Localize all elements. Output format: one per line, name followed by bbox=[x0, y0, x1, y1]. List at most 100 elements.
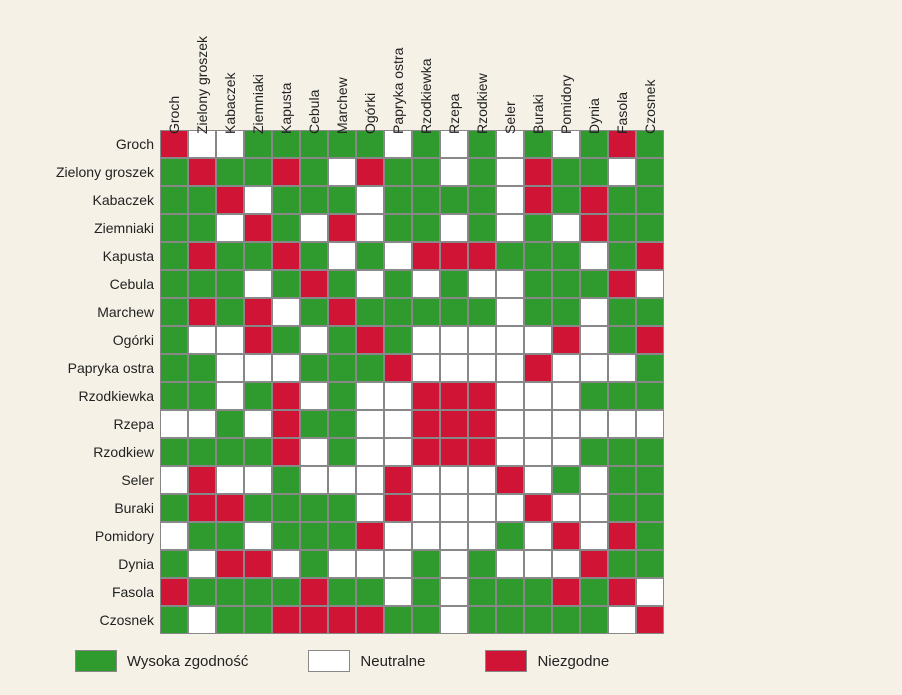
legend-item: Niezgodne bbox=[485, 650, 609, 672]
cell bbox=[356, 354, 384, 382]
cell bbox=[272, 186, 300, 214]
cell bbox=[356, 466, 384, 494]
cell bbox=[636, 466, 664, 494]
cell bbox=[188, 494, 216, 522]
cell bbox=[636, 550, 664, 578]
cell bbox=[300, 522, 328, 550]
cell bbox=[524, 438, 552, 466]
cell bbox=[580, 270, 608, 298]
col-header: Czosnek bbox=[636, 20, 664, 138]
cell bbox=[412, 186, 440, 214]
cell bbox=[356, 522, 384, 550]
cell bbox=[384, 466, 412, 494]
cell bbox=[580, 550, 608, 578]
cell bbox=[412, 158, 440, 186]
cell bbox=[160, 578, 188, 606]
cell bbox=[412, 522, 440, 550]
cell bbox=[300, 466, 328, 494]
row-header: Groch bbox=[20, 130, 160, 158]
cell bbox=[356, 158, 384, 186]
row-header: Rzodkiew bbox=[20, 438, 160, 466]
cell bbox=[608, 606, 636, 634]
cell bbox=[384, 410, 412, 438]
cell bbox=[496, 578, 524, 606]
cell bbox=[244, 298, 272, 326]
row-header: Cebula bbox=[20, 270, 160, 298]
cell bbox=[356, 298, 384, 326]
cell bbox=[272, 158, 300, 186]
cell bbox=[384, 186, 412, 214]
col-header: Kapusta bbox=[272, 20, 300, 138]
cell bbox=[468, 242, 496, 270]
cell bbox=[272, 606, 300, 634]
cell bbox=[580, 438, 608, 466]
cell bbox=[580, 522, 608, 550]
row-header: Seler bbox=[20, 466, 160, 494]
cell bbox=[160, 606, 188, 634]
cell bbox=[580, 410, 608, 438]
cell bbox=[216, 578, 244, 606]
cell bbox=[384, 550, 412, 578]
cell bbox=[272, 494, 300, 522]
cell bbox=[412, 382, 440, 410]
cell bbox=[216, 242, 244, 270]
cell bbox=[608, 550, 636, 578]
cell bbox=[636, 438, 664, 466]
cell bbox=[244, 606, 272, 634]
cell bbox=[188, 438, 216, 466]
cell bbox=[216, 438, 244, 466]
row-header: Pomidory bbox=[20, 522, 160, 550]
col-header: Cebula bbox=[300, 20, 328, 138]
cell bbox=[188, 410, 216, 438]
cell bbox=[244, 158, 272, 186]
cell bbox=[160, 382, 188, 410]
cell bbox=[636, 522, 664, 550]
cell bbox=[272, 578, 300, 606]
cell bbox=[300, 438, 328, 466]
cell bbox=[496, 158, 524, 186]
cell bbox=[244, 214, 272, 242]
cell bbox=[244, 522, 272, 550]
cell bbox=[160, 466, 188, 494]
col-header: Marchew bbox=[328, 20, 356, 138]
cell bbox=[496, 214, 524, 242]
cell bbox=[496, 298, 524, 326]
cell bbox=[272, 438, 300, 466]
cell bbox=[384, 214, 412, 242]
col-header: Ogórki bbox=[356, 20, 384, 138]
cell bbox=[580, 494, 608, 522]
cell bbox=[412, 550, 440, 578]
cell bbox=[496, 354, 524, 382]
cell bbox=[552, 158, 580, 186]
cell bbox=[636, 242, 664, 270]
cell bbox=[244, 186, 272, 214]
cell bbox=[468, 354, 496, 382]
cell bbox=[188, 606, 216, 634]
cell bbox=[552, 578, 580, 606]
cell bbox=[496, 438, 524, 466]
cell bbox=[580, 326, 608, 354]
cell bbox=[300, 326, 328, 354]
cell bbox=[524, 270, 552, 298]
cell bbox=[328, 606, 356, 634]
cell bbox=[496, 326, 524, 354]
cell bbox=[552, 494, 580, 522]
cell bbox=[524, 186, 552, 214]
cell bbox=[160, 186, 188, 214]
cell bbox=[580, 186, 608, 214]
cell bbox=[160, 242, 188, 270]
cell bbox=[580, 578, 608, 606]
cell bbox=[384, 242, 412, 270]
cell bbox=[608, 382, 636, 410]
cell bbox=[356, 438, 384, 466]
cell bbox=[524, 214, 552, 242]
cell bbox=[216, 382, 244, 410]
cell bbox=[216, 270, 244, 298]
cell bbox=[356, 186, 384, 214]
cell bbox=[468, 438, 496, 466]
cell bbox=[216, 214, 244, 242]
cell bbox=[244, 354, 272, 382]
cell bbox=[216, 326, 244, 354]
cell bbox=[552, 354, 580, 382]
cell bbox=[188, 186, 216, 214]
